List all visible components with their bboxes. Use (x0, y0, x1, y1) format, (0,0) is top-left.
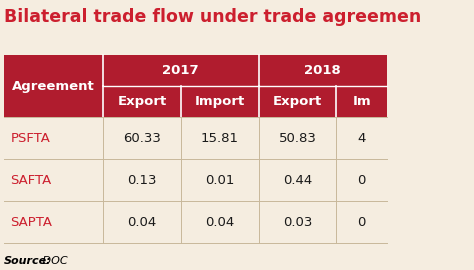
Text: Export: Export (273, 95, 322, 109)
Text: PSFTA: PSFTA (10, 132, 50, 145)
Text: Bilateral trade flow under trade agreemen: Bilateral trade flow under trade agreeme… (4, 8, 421, 26)
Text: 0.01: 0.01 (205, 174, 234, 187)
Bar (103, 117, 181, 159)
Bar (4, 159, 103, 201)
Bar (103, 201, 181, 243)
Bar (258, 117, 337, 159)
Text: DOC: DOC (39, 256, 67, 266)
Bar (258, 86, 337, 117)
Text: Source:: Source: (4, 256, 52, 266)
Bar (103, 159, 181, 201)
Bar (258, 159, 337, 201)
Text: 60.33: 60.33 (123, 132, 161, 145)
Text: 0.13: 0.13 (127, 174, 156, 187)
Text: 0: 0 (357, 215, 366, 229)
Bar (181, 159, 258, 201)
Text: SAFTA: SAFTA (10, 174, 52, 187)
Text: Agreement: Agreement (12, 80, 95, 93)
Bar (103, 86, 181, 117)
Text: 4: 4 (357, 132, 366, 145)
Bar (181, 86, 258, 117)
Bar (337, 86, 387, 117)
Text: 0.04: 0.04 (127, 215, 156, 229)
Bar (103, 55, 258, 86)
Text: 0.04: 0.04 (205, 215, 234, 229)
Text: Export: Export (117, 95, 166, 109)
Text: 0.03: 0.03 (283, 215, 312, 229)
Bar (4, 117, 103, 159)
Bar (181, 117, 258, 159)
Text: 2018: 2018 (304, 64, 341, 77)
Text: SAPTA: SAPTA (10, 215, 53, 229)
Text: 0.44: 0.44 (283, 174, 312, 187)
Bar (337, 201, 387, 243)
Bar (258, 55, 387, 86)
Bar (258, 201, 337, 243)
Text: 2017: 2017 (163, 64, 199, 77)
Text: 15.81: 15.81 (201, 132, 239, 145)
Bar (181, 201, 258, 243)
Bar (337, 117, 387, 159)
Bar (4, 55, 103, 117)
Text: Import: Import (194, 95, 245, 109)
Text: 0: 0 (357, 174, 366, 187)
Bar (337, 159, 387, 201)
Text: Im: Im (352, 95, 371, 109)
Text: 50.83: 50.83 (279, 132, 316, 145)
Bar (4, 201, 103, 243)
